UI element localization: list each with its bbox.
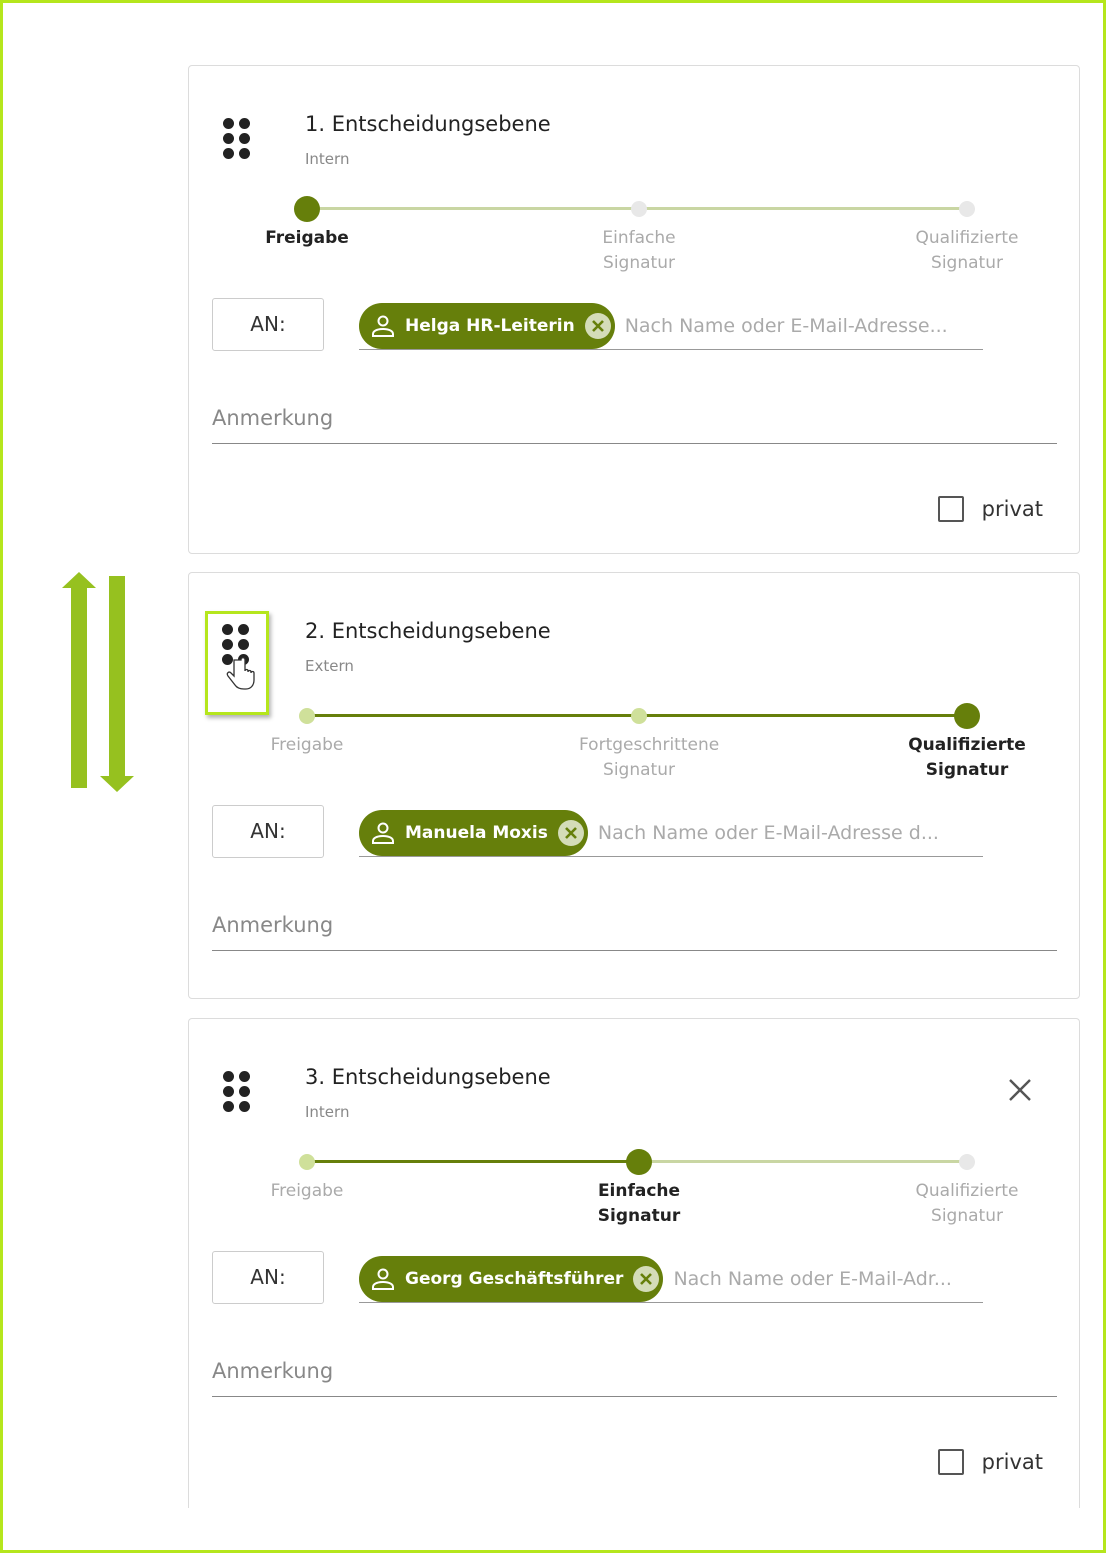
hand-cursor-icon [226,657,255,690]
user-icon [372,822,394,844]
recipient-chip: Georg Geschäftsführer [359,1255,664,1302]
remove-recipient-icon[interactable] [557,819,584,846]
drag-dots-icon [223,1071,251,1112]
recipient-name: Manuela Moxis [405,822,548,843]
step-dot[interactable] [959,200,975,217]
checkbox-icon[interactable] [937,496,964,522]
recipient-search-input[interactable]: Nach Name oder E-Mail-Adr... [673,1267,952,1290]
card-subtitle: Intern [305,1103,350,1121]
private-label: privat [981,497,1043,521]
card-title: 2. Entscheidungsebene [305,619,551,643]
stepper-line [307,1160,639,1163]
drag-handle[interactable] [205,611,269,715]
step-dot[interactable] [954,702,980,729]
recipient-field[interactable]: Georg Geschäftsführer Nach Name oder E-Ma… [359,1255,983,1303]
card-subtitle: Extern [305,657,354,675]
card-subtitle: Intern [305,150,350,168]
signature-type-stepper: Freigabe Fortgeschrittene Signatur Qualifi… [189,702,1079,783]
step-dot[interactable] [631,200,647,217]
step-label[interactable]: Qualifizierte Signatur [908,735,1026,780]
recipient-chip: Helga HR-Leiterin [359,302,615,349]
to-label-button[interactable]: AN: [212,805,324,858]
stepper-line [639,207,967,210]
step-label[interactable]: Einfache Signatur [597,1181,681,1226]
remove-recipient-icon[interactable] [584,312,611,339]
private-checkbox[interactable]: privat [937,496,1043,522]
to-label-button[interactable]: AN: [212,1251,324,1304]
drag-handle[interactable] [211,116,251,166]
stepper-line [639,1160,967,1163]
step-label[interactable]: Fortgeschrittene Signatur [579,735,720,780]
step-dot[interactable] [299,1153,315,1170]
step-label[interactable]: Freigabe [270,735,344,755]
decision-level-card: 1. Entscheidungsebene Intern Freigabe Einfa… [188,65,1080,554]
step-dot[interactable] [631,707,647,724]
user-icon [372,315,394,337]
note-input[interactable]: Anmerkung [212,406,1057,444]
close-icon[interactable] [1007,1077,1033,1103]
step-label[interactable]: Qualifizierte Signatur [915,228,1019,273]
private-label: privat [981,1450,1043,1474]
stepper-line [307,207,639,210]
recipient-search-input[interactable]: Nach Name oder E-Mail-Adresse d... [597,821,939,844]
signature-type-stepper: Freigabe Einfache Signatur Qualifizierte S… [189,195,1079,276]
recipient-field[interactable]: Helga HR-Leiterin Nach Name oder E-Mail-A… [359,302,983,350]
step-label[interactable]: Freigabe [265,228,349,248]
decision-level-card: 3. Entscheidungsebene Intern Freigabe Einfa… [188,1018,1080,1508]
stepper-line [639,714,967,717]
to-label-button[interactable]: AN: [212,298,324,351]
recipient-search-input[interactable]: Nach Name oder E-Mail-Adresse... [624,314,948,337]
step-label[interactable]: Qualifizierte Signatur [915,1181,1019,1226]
user-icon [372,1268,394,1290]
card-title: 1. Entscheidungsebene [305,112,551,136]
drag-dots-icon [223,118,251,159]
card-title: 3. Entscheidungsebene [305,1065,551,1089]
step-dot[interactable] [959,1153,975,1170]
recipient-field[interactable]: Manuela Moxis Nach Name oder E-Mail-Adres… [359,809,983,857]
step-dot[interactable] [294,195,320,222]
recipient-name: Georg Geschäftsführer [405,1268,624,1289]
step-label[interactable]: Freigabe [270,1181,344,1201]
recipient-chip: Manuela Moxis [359,809,588,856]
step-dot[interactable] [299,707,315,724]
up-down-arrows-icon [62,572,134,792]
step-dot[interactable] [626,1148,652,1175]
remove-recipient-icon[interactable] [633,1265,660,1292]
decision-level-card: 2. Entscheidungsebene Extern Freigabe Fortg… [188,572,1080,999]
stepper-line [307,714,639,717]
private-checkbox[interactable]: privat [937,1449,1043,1475]
recipient-name: Helga HR-Leiterin [405,315,575,336]
drag-handle[interactable] [211,1069,251,1119]
checkbox-icon[interactable] [937,1449,964,1475]
note-input[interactable]: Anmerkung [212,913,1057,951]
note-input[interactable]: Anmerkung [212,1359,1057,1397]
signature-type-stepper: Freigabe Einfache Signatur Qualifizierte S… [189,1148,1079,1229]
step-label[interactable]: Einfache Signatur [602,228,676,273]
